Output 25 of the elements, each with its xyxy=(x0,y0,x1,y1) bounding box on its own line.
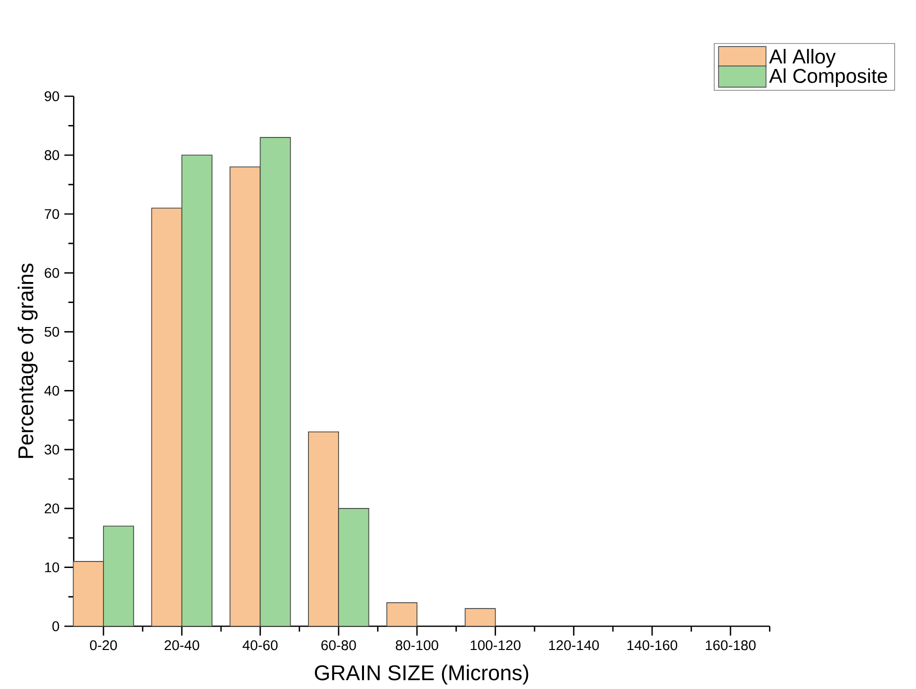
y-tick-label: 20 xyxy=(44,504,60,514)
y-tick-label: 40 xyxy=(44,386,60,396)
x-tick-label: 20-40 xyxy=(164,640,200,650)
bar xyxy=(386,602,418,627)
x-tick-label: 140-160 xyxy=(627,640,678,650)
x-tick-label: 40-60 xyxy=(242,640,278,650)
y-tick-label: 0 xyxy=(52,621,60,632)
x-tick-label: 60-80 xyxy=(321,640,356,650)
x-tick-label: 0-20 xyxy=(90,640,117,650)
y-tick-label: 70 xyxy=(44,209,60,219)
y-tick-label: 10 xyxy=(45,562,60,572)
y-tick-label: 60 xyxy=(44,268,60,278)
legend-label: Al Composite xyxy=(769,68,888,87)
x-tick-label: 160-180 xyxy=(706,640,756,650)
x-tick-label: 120-140 xyxy=(549,640,599,650)
y-tick-label: 90 xyxy=(44,91,60,102)
y-tick-label: 50 xyxy=(44,326,60,337)
y-tick-label: 30 xyxy=(44,444,60,455)
x-axis-title: GRAIN SIZE (Microns) xyxy=(314,664,528,685)
y-tick-label: 80 xyxy=(44,150,60,160)
y-axis-title: Percentage of grains xyxy=(18,264,38,458)
legend-label: Al Alloy xyxy=(769,48,836,68)
bar xyxy=(464,608,496,627)
x-tick-label: 100-120 xyxy=(470,640,520,650)
x-tick-label: 80-100 xyxy=(396,640,438,650)
